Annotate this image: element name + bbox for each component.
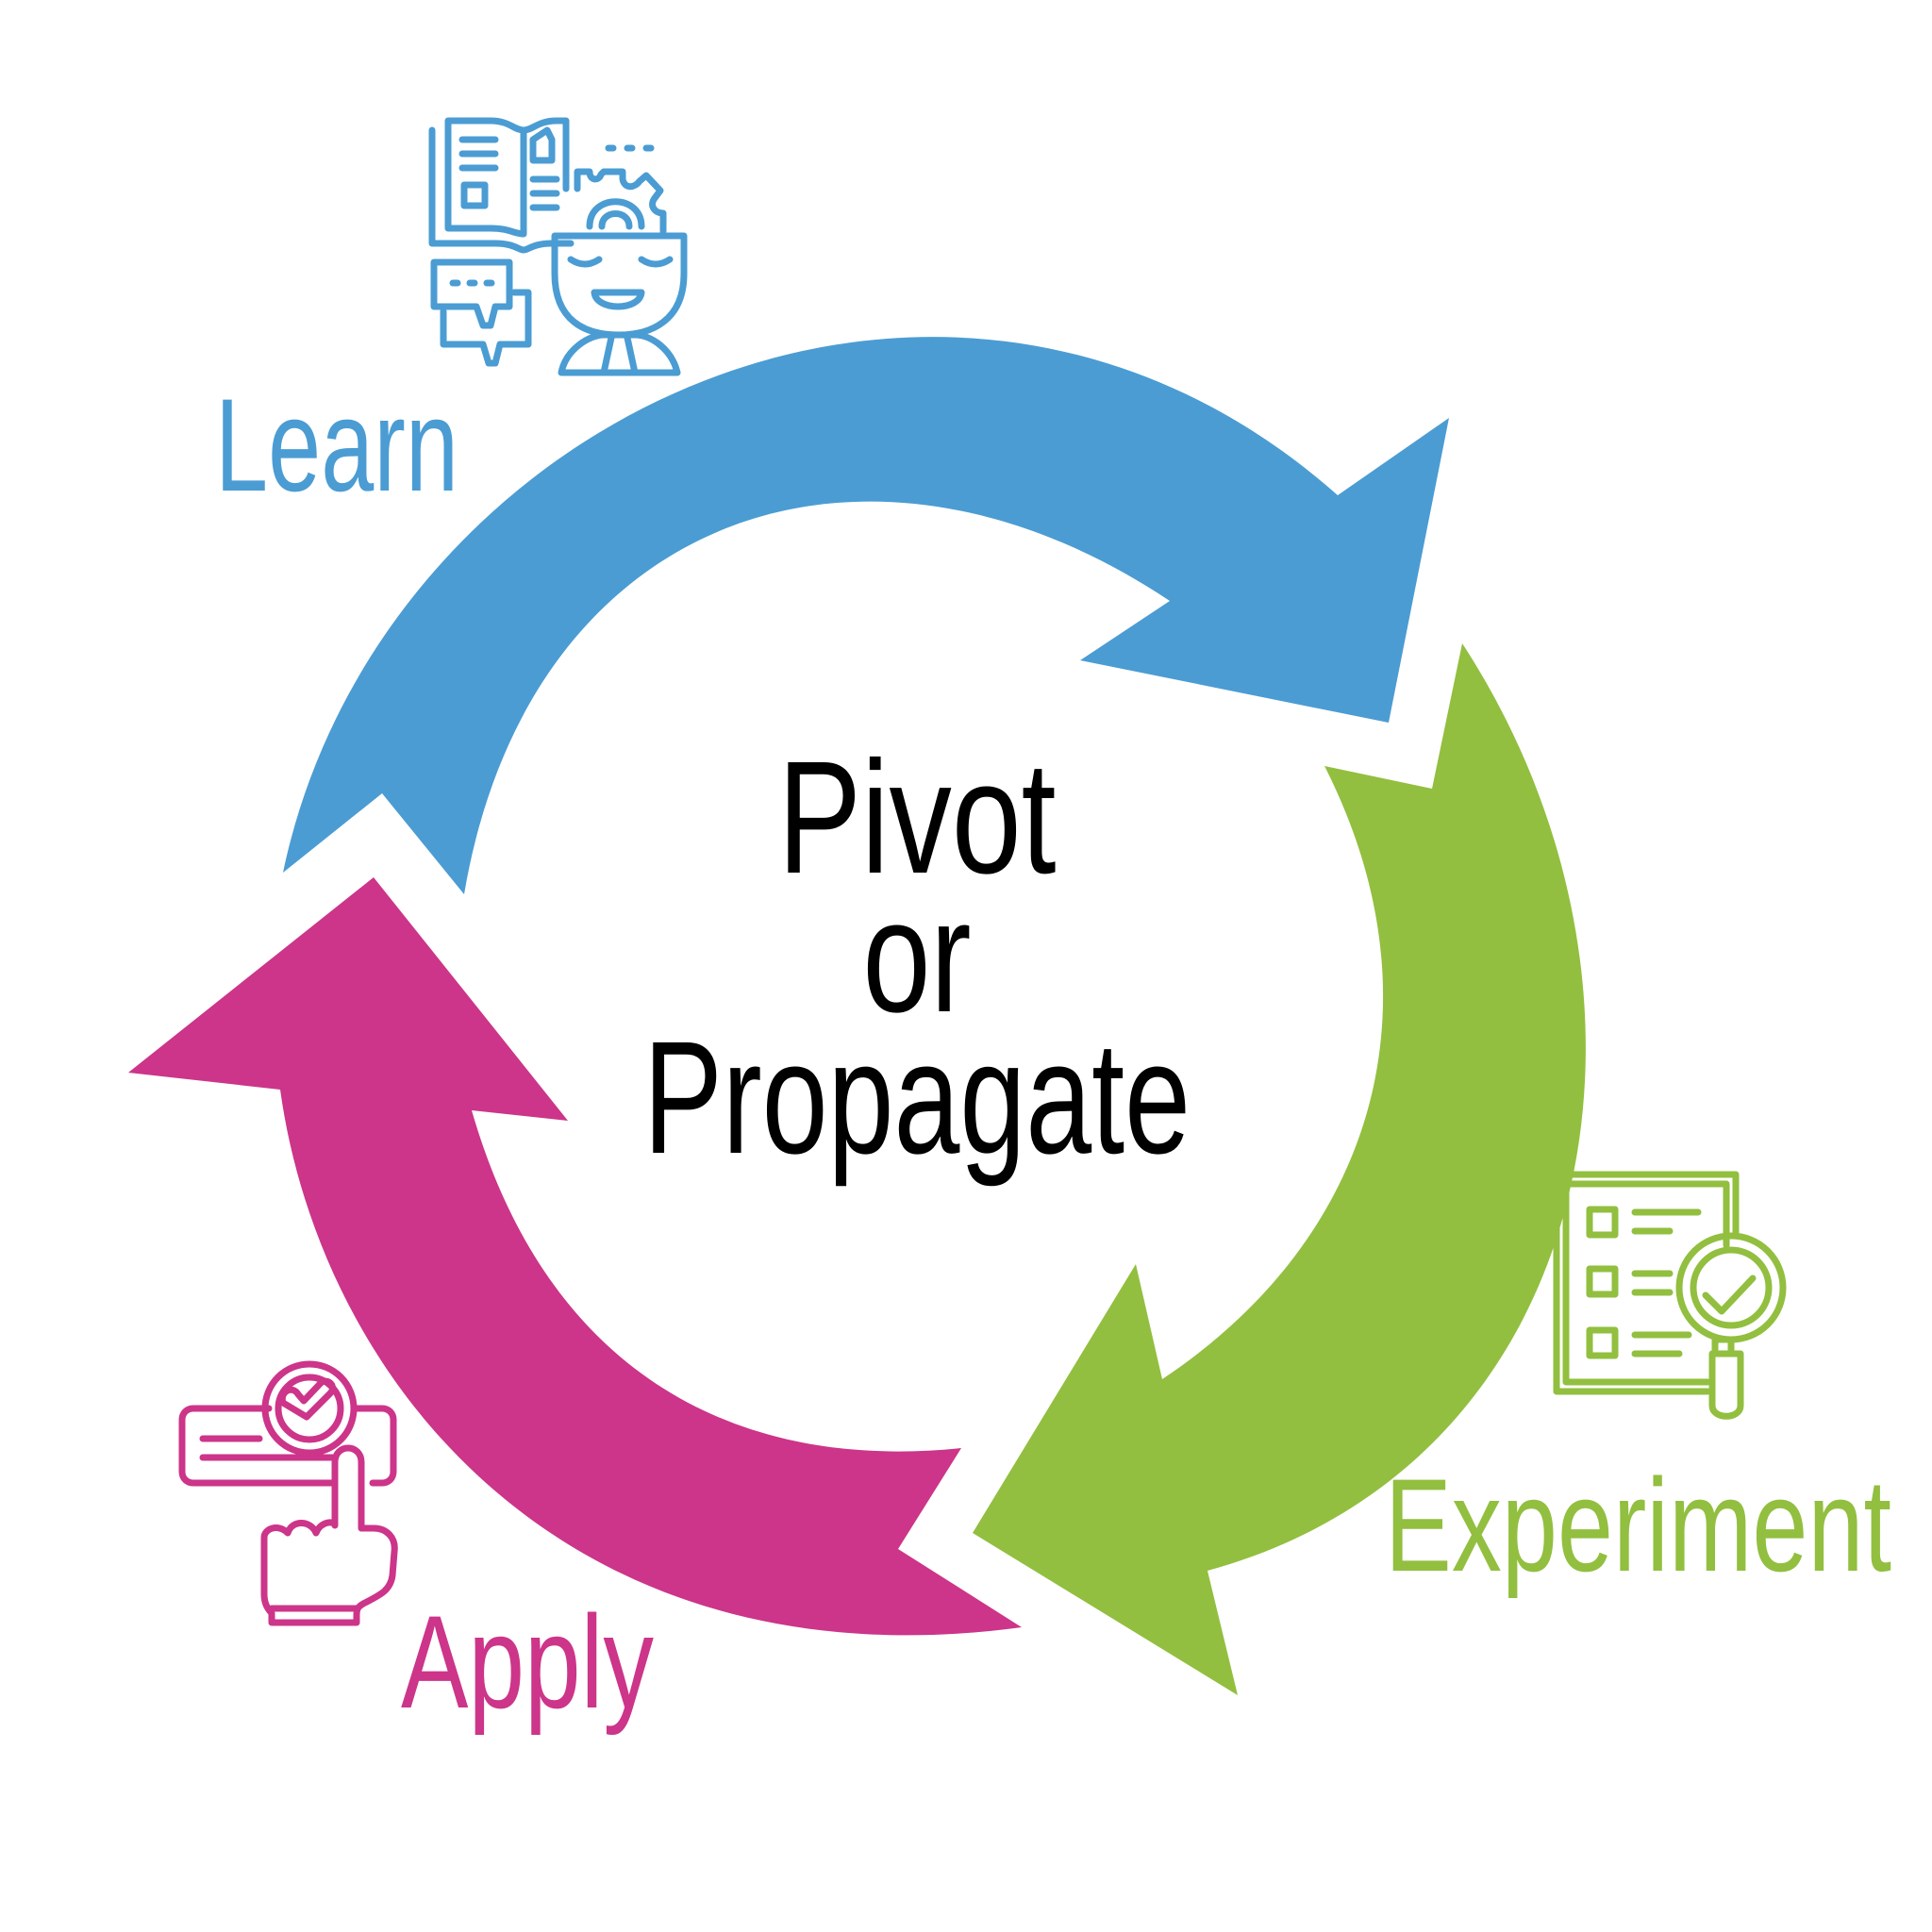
- learning-student-icon: [428, 117, 688, 376]
- center-title-line-3: Propagate: [643, 1008, 1191, 1188]
- apply-label: Apply: [401, 1588, 654, 1736]
- checklist-magnifier-icon: [1553, 1171, 1787, 1420]
- learn-label: Learn: [215, 371, 458, 519]
- experiment-cycle-arrow: [973, 643, 1586, 1695]
- center-title-line-1: Pivot: [778, 728, 1057, 908]
- learn-cycle-arrow: [283, 337, 1449, 894]
- experiment-label: Experiment: [1385, 1451, 1891, 1599]
- center-title-line-2: or: [863, 867, 972, 1046]
- apply-cycle-arrow: [128, 877, 1022, 1636]
- hand-tap-approve-icon: [178, 1360, 398, 1626]
